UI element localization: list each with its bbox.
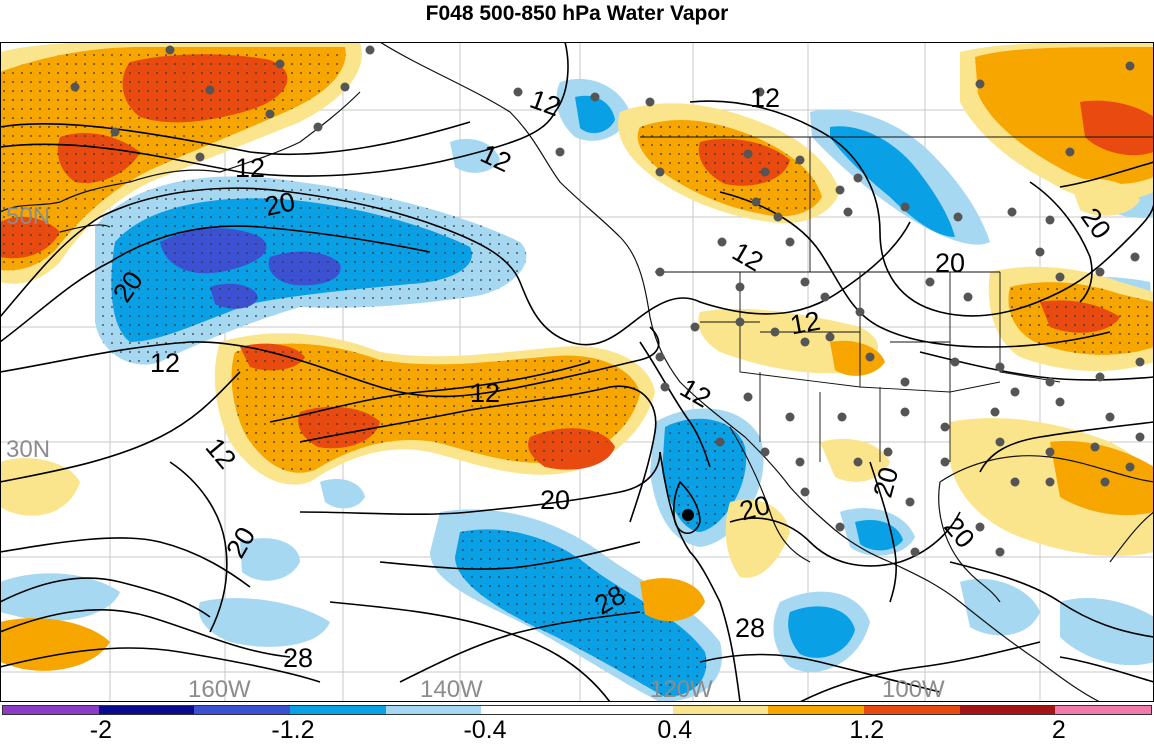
political-borders: [640, 136, 1154, 462]
contour-lines: [0, 42, 1154, 702]
colorbar-segment: [481, 706, 578, 714]
colorbar-segment: [959, 706, 1056, 714]
water-vapor-map: 12 12 12 12 12 12 12 12 12 12 20 20 20 2…: [0, 42, 1154, 702]
longitude-label-140w: 140W: [420, 676, 483, 702]
contour-label: 12: [150, 348, 180, 378]
contour-label: 28: [735, 613, 765, 643]
colorbar-strip: [2, 705, 1152, 715]
longitude-label-120w: 120W: [650, 676, 713, 702]
latitude-label-30n: 30N: [6, 436, 50, 463]
colorbar: -2 -1.2 -0.4 0.4 1.2 2: [0, 704, 1154, 744]
colorbar-label: 2: [1051, 716, 1066, 744]
coastlines: [0, 42, 1154, 702]
station-dots: [70, 45, 1145, 557]
contour-label: 28: [283, 643, 313, 673]
contour-label: 12: [750, 83, 780, 113]
contour-label: 12: [235, 153, 265, 183]
longitude-label-160w: 160W: [188, 676, 251, 702]
colorbar-label: -2: [89, 716, 113, 744]
colorbar-label: -0.4: [463, 716, 507, 744]
contour-label: 20: [935, 248, 965, 278]
storm-center-marker: [682, 509, 694, 521]
colorbar-segment: [3, 706, 99, 714]
colorbar-segment: [1055, 706, 1152, 714]
colorbar-segment: [768, 706, 865, 714]
latitude-label-50n: 50N: [6, 203, 50, 230]
colorbar-segment: [385, 706, 482, 714]
map-title: F048 500-850 hPa Water Vapor: [425, 2, 729, 25]
colorbar-segment: [672, 706, 769, 714]
colorbar-segment: [194, 706, 291, 714]
colorbar-segment: [864, 706, 960, 714]
colorbar-segment: [290, 706, 386, 714]
negative-anomaly-fields: [0, 78, 1154, 702]
colorbar-label: 1.2: [849, 716, 885, 744]
positive-anomaly-fields: [0, 42, 1154, 671]
colorbar-label: 0.4: [657, 716, 693, 744]
contour-label: 20: [262, 186, 298, 222]
contour-label: 20: [540, 485, 570, 515]
contour-label: 12: [470, 378, 500, 408]
colorbar-segment: [98, 706, 195, 714]
longitude-label-100w: 100W: [882, 676, 945, 702]
colorbar-label: -1.2: [271, 716, 315, 744]
contour-label: 12: [788, 306, 823, 341]
colorbar-segment: [577, 706, 673, 714]
